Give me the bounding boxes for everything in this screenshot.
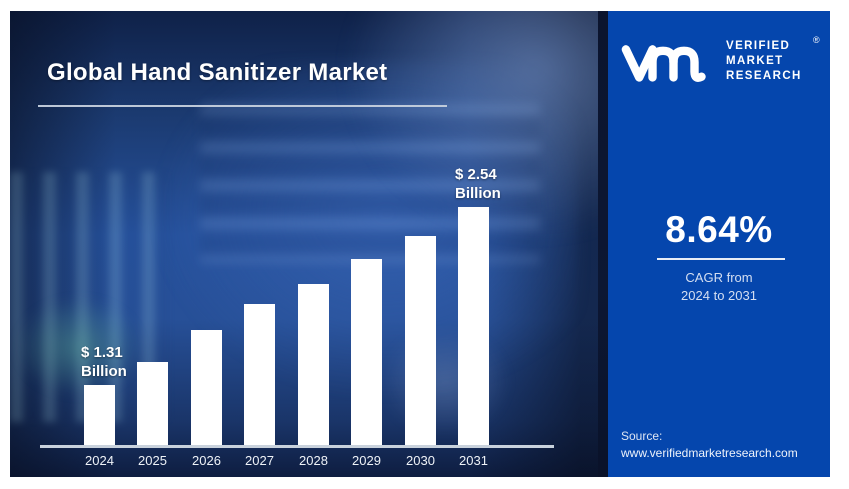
- bar-value-callout: $ 2.54 Billion: [455, 166, 501, 202]
- bar-value-callout: $ 1.31 Billion: [81, 344, 127, 380]
- year-label: 2027: [245, 453, 274, 468]
- year-label: 2029: [352, 453, 381, 468]
- brand-name: VERIFIED MARKET RESEARCH: [726, 39, 802, 84]
- year-label: 2025: [138, 453, 167, 468]
- brand-name-line: MARKET: [726, 55, 784, 67]
- year-label: 2031: [459, 453, 488, 468]
- chart-bar: [137, 362, 168, 445]
- year-label: 2024: [85, 453, 114, 468]
- title-underline: [38, 105, 447, 107]
- info-panel: VERIFIED MARKET RESEARCH ® 8.64% CAGR fr…: [608, 11, 830, 477]
- chart-bar: [84, 385, 115, 445]
- source-label: Source:: [621, 429, 663, 443]
- year-label: 2028: [299, 453, 328, 468]
- chart-bar: [458, 207, 489, 445]
- cagr-value: 8.64%: [665, 209, 773, 250]
- chart-bar: [351, 259, 382, 445]
- panel-divider: [598, 11, 608, 477]
- year-label: 2030: [406, 453, 435, 468]
- x-axis-line: [40, 445, 554, 448]
- infographic-card: Global Hand Sanitizer Market 2024 2025 202…: [10, 11, 830, 477]
- page-title: Global Hand Sanitizer Market: [47, 59, 388, 86]
- chart-bar: [244, 304, 275, 445]
- vmr-monogram-icon: [621, 45, 706, 82]
- registered-trademark-icon: ®: [813, 35, 820, 45]
- cagr-caption-line2: 2024 to 2031: [681, 288, 757, 303]
- brand-name-line: RESEARCH: [726, 70, 802, 82]
- source-block: Source: www.verifiedmarketresearch.com: [621, 428, 798, 462]
- brand-name-line: VERIFIED: [726, 40, 791, 52]
- year-label: 2026: [192, 453, 221, 468]
- bar-chart: 2024 2025 2026 2027 2028 2029 2030 2031 $ 1.31 Bi…: [10, 11, 598, 477]
- source-url[interactable]: www.verifiedmarketresearch.com: [621, 446, 798, 460]
- chart-bar: [405, 236, 436, 445]
- cagr-caption-line1: CAGR from: [685, 270, 753, 285]
- cagr-caption: CAGR from 2024 to 2031: [608, 269, 830, 305]
- cagr-underline: [657, 258, 785, 260]
- chart-bar: [191, 330, 222, 445]
- brand-logo: VERIFIED MARKET RESEARCH ®: [608, 11, 830, 121]
- chart-bar: [298, 284, 329, 445]
- chart-panel: Global Hand Sanitizer Market 2024 2025 202…: [10, 11, 598, 477]
